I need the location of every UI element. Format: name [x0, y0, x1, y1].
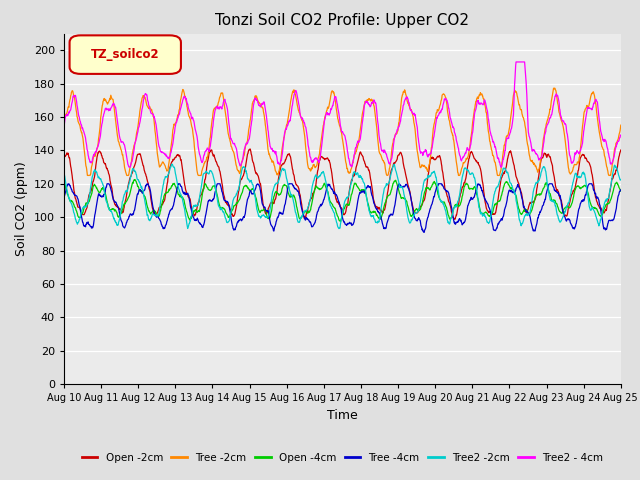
Tree2 - 4cm: [60, 123, 68, 129]
Line: Open -4cm: Open -4cm: [64, 180, 621, 221]
Tree2 -2cm: [318, 170, 326, 176]
Title: Tonzi Soil CO2 Profile: Upper CO2: Tonzi Soil CO2 Profile: Upper CO2: [216, 13, 469, 28]
Tree2 -2cm: [308, 184, 316, 190]
Open -2cm: [60, 155, 68, 161]
Tree2 -2cm: [335, 226, 342, 231]
Tree -4cm: [378, 216, 385, 222]
Tree -4cm: [420, 229, 428, 235]
Tree -4cm: [318, 202, 326, 207]
Open -2cm: [126, 176, 134, 181]
Open -2cm: [617, 147, 625, 153]
FancyBboxPatch shape: [70, 36, 181, 74]
Tree -4cm: [104, 181, 111, 187]
Tree2 - 4cm: [125, 164, 133, 170]
Open -2cm: [451, 216, 459, 222]
Tree -2cm: [60, 116, 68, 122]
Open -2cm: [378, 207, 385, 213]
Tree -4cm: [126, 211, 134, 217]
Tree2 -2cm: [168, 161, 176, 167]
Open -4cm: [297, 216, 305, 221]
Tree -2cm: [126, 164, 134, 169]
Open -2cm: [246, 146, 254, 152]
Tree -2cm: [104, 101, 111, 107]
Line: Tree -4cm: Tree -4cm: [64, 184, 621, 232]
Open -4cm: [318, 185, 326, 191]
Open -4cm: [103, 199, 111, 204]
Tree -2cm: [551, 85, 559, 91]
Line: Tree2 -2cm: Tree2 -2cm: [64, 164, 621, 228]
Open -4cm: [60, 180, 68, 186]
Open -2cm: [103, 166, 111, 171]
Legend: Open -2cm, Tree -2cm, Open -4cm, Tree -4cm, Tree2 -2cm, Tree2 - 4cm: Open -2cm, Tree -2cm, Open -4cm, Tree -4…: [77, 449, 607, 467]
Open -4cm: [131, 177, 139, 182]
Tree -4cm: [617, 187, 625, 193]
Tree -2cm: [84, 172, 92, 178]
Open -2cm: [297, 196, 305, 202]
Tree2 -2cm: [617, 177, 625, 182]
Tree2 - 4cm: [318, 139, 326, 144]
Tree -2cm: [617, 122, 625, 128]
Tree2 - 4cm: [617, 132, 625, 138]
Open -2cm: [308, 194, 316, 200]
X-axis label: Time: Time: [327, 408, 358, 421]
Tree -4cm: [60, 194, 68, 200]
Open -4cm: [126, 192, 134, 197]
Tree2 - 4cm: [512, 59, 520, 65]
Tree2 - 4cm: [308, 159, 316, 165]
Tree2 -2cm: [60, 171, 68, 177]
Open -4cm: [308, 200, 316, 205]
Line: Tree2 - 4cm: Tree2 - 4cm: [64, 62, 621, 167]
Open -4cm: [378, 214, 385, 219]
Tree2 -2cm: [297, 215, 305, 221]
Tree -2cm: [318, 130, 326, 135]
Tree2 - 4cm: [297, 114, 305, 120]
Tree2 - 4cm: [103, 107, 111, 112]
Tree2 -2cm: [126, 179, 134, 185]
Tree2 -2cm: [378, 203, 385, 208]
Line: Tree -2cm: Tree -2cm: [64, 88, 621, 175]
Open -4cm: [337, 218, 344, 224]
Tree -2cm: [378, 153, 385, 159]
Tree -2cm: [297, 113, 305, 119]
Y-axis label: Soil CO2 (ppm): Soil CO2 (ppm): [15, 161, 28, 256]
Tree -4cm: [64, 181, 72, 187]
Tree2 - 4cm: [126, 164, 134, 170]
Tree -2cm: [308, 166, 316, 171]
Open -2cm: [318, 154, 326, 160]
Text: TZ_soilco2: TZ_soilco2: [91, 48, 159, 61]
Tree2 - 4cm: [378, 146, 385, 152]
Open -4cm: [617, 188, 625, 194]
Tree -4cm: [297, 201, 305, 206]
Tree2 -2cm: [103, 200, 111, 205]
Tree -4cm: [308, 224, 316, 229]
Line: Open -2cm: Open -2cm: [64, 149, 621, 219]
